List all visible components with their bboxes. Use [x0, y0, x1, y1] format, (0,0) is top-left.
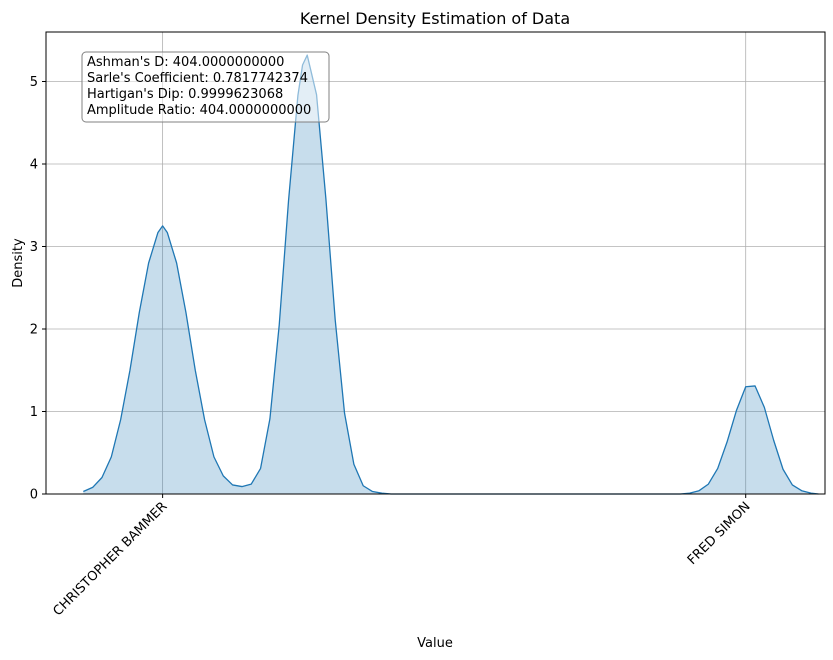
y-tick-label: 0	[30, 488, 38, 503]
stats-annotation: Ashman's D: 404.0000000000 Sarle's Coeff…	[81, 51, 330, 123]
y-tick-label: 3	[30, 240, 38, 255]
y-tick-label: 2	[30, 323, 38, 338]
annotation-box	[81, 51, 330, 123]
annotation-line-sarle: Sarle's Coefficient: 0.7817742374	[87, 71, 308, 86]
y-axis-label: Density	[11, 238, 26, 288]
y-tick-label: 5	[30, 75, 38, 90]
annotation-line-hartigan: Hartigan's Dip: 0.9999623068	[87, 87, 283, 102]
y-axis-ticks: 0 1 2 3 4 5	[30, 75, 46, 503]
annotation-line-amplitude: Amplitude Ratio: 404.0000000000	[87, 103, 311, 118]
chart-title: Kernel Density Estimation of Data	[300, 9, 570, 28]
density-area-fill	[83, 55, 819, 494]
y-tick-label: 4	[30, 158, 38, 173]
axes-frame	[45, 31, 826, 495]
plot-area	[83, 54, 819, 495]
density-line	[83, 54, 819, 495]
x-axis-label: Value	[417, 636, 453, 651]
y-tick-label: 1	[30, 405, 38, 420]
annotation-line-ashman: Ashman's D: 404.0000000000	[87, 55, 284, 70]
